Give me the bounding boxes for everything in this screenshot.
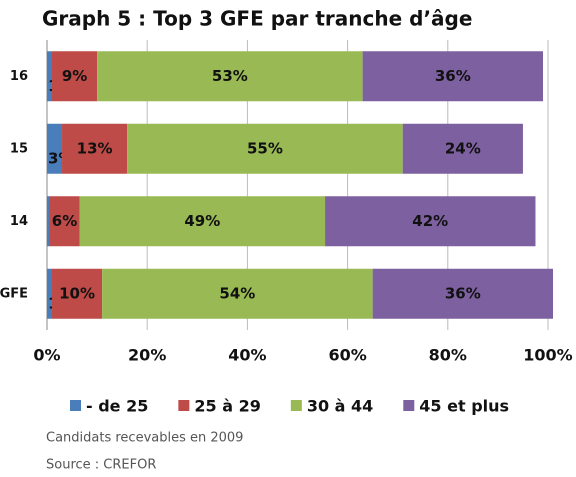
y-tick-label: 15	[10, 141, 28, 156]
data-label: 36%	[435, 67, 471, 85]
legend-swatch	[290, 400, 302, 411]
legend-label: - de 25	[86, 397, 148, 416]
data-label: 49%	[184, 212, 220, 230]
note: Source : CREFOR	[46, 458, 156, 473]
bar-segment	[47, 123, 63, 174]
data-label: 55%	[247, 139, 283, 157]
data-label: 42%	[412, 212, 448, 230]
y-tick-label: 14	[10, 214, 28, 229]
bar-segment	[97, 51, 363, 102]
x-tick-label: 20%	[128, 346, 166, 365]
bar-segment	[49, 196, 80, 247]
legend-label: 25 à 29	[194, 397, 260, 416]
data-label: 54%	[219, 284, 255, 302]
data-label: 24%	[445, 139, 481, 157]
x-tick-label: 0%	[33, 346, 60, 365]
x-tick-label: 80%	[429, 346, 467, 365]
data-label: 9%	[62, 67, 87, 85]
x-tick-label: 40%	[228, 346, 266, 365]
bar-segment	[52, 268, 103, 319]
bar-segment	[52, 51, 98, 102]
x-tick-label: 100%	[523, 346, 572, 365]
bar-segment	[127, 123, 403, 174]
bar-segment	[362, 51, 543, 102]
data-label: 6%	[52, 212, 77, 230]
bar-segment	[47, 196, 50, 247]
data-label: 53%	[212, 67, 248, 85]
bar-segment	[79, 196, 326, 247]
x-tick-label: 60%	[328, 346, 366, 365]
bar-segment	[102, 268, 373, 319]
y-tick-label: 16	[10, 69, 28, 84]
bar-segment	[372, 268, 554, 319]
data-label: 13%	[77, 139, 113, 157]
legend-label: 45 et plus	[419, 397, 509, 416]
y-tick-label: GFE	[0, 286, 28, 301]
data-label: 10%	[59, 284, 95, 302]
legend-label: 30 à 44	[307, 397, 373, 416]
legend-swatch	[178, 400, 190, 411]
legend-swatch	[70, 400, 81, 411]
data-label: 36%	[445, 284, 481, 302]
bar-segment	[47, 268, 53, 319]
bar-segment	[402, 123, 523, 174]
legend-swatch	[403, 400, 415, 411]
chart-title: Graph 5 : Top 3 GFE par tranche d’âge	[42, 7, 472, 31]
bar-segment	[47, 51, 53, 102]
note: Candidats recevables en 2009	[46, 431, 243, 446]
bar-segment	[62, 123, 128, 174]
bar-segment	[325, 196, 536, 247]
